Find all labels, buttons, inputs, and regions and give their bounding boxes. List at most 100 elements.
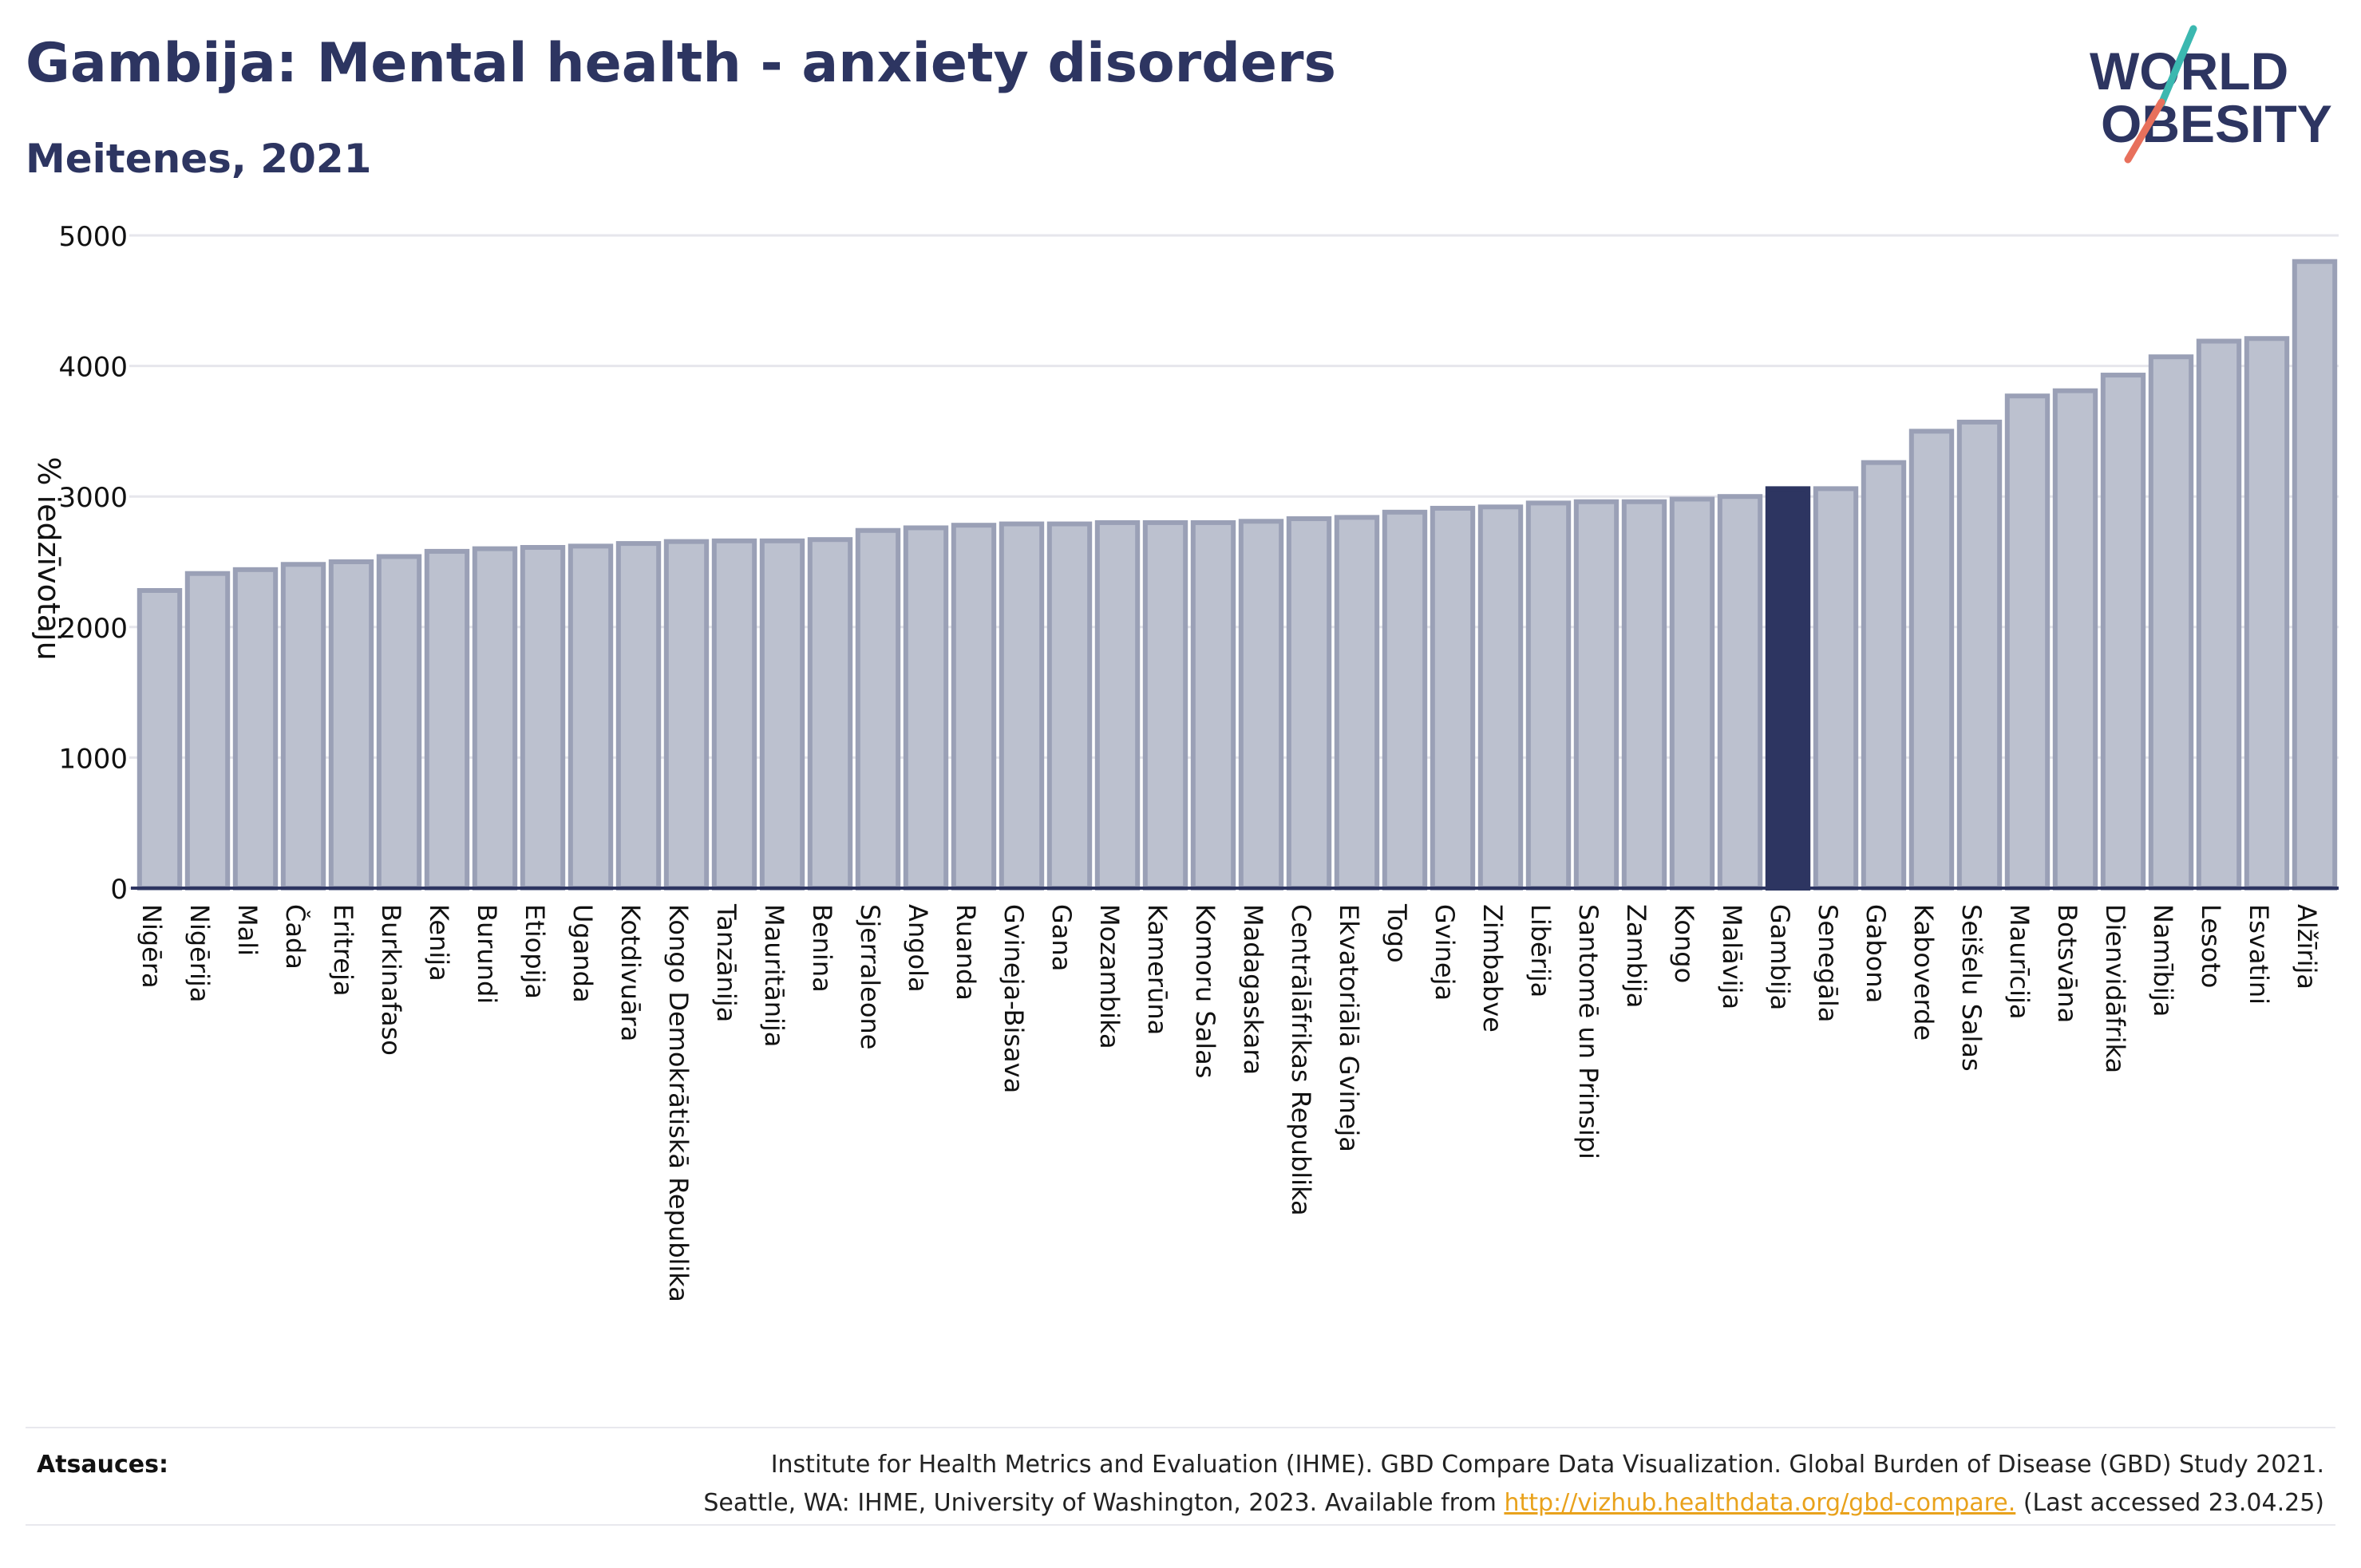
y-tick-label: 4000 <box>58 352 128 384</box>
x-tick-label: Seišelu Salas <box>1956 904 1987 1072</box>
source-line-1: Institute for Health Metrics and Evaluat… <box>770 1451 2324 1479</box>
bar-Čada <box>280 562 326 891</box>
x-tick-label: Zimbabve <box>1477 904 1508 1033</box>
x-tick-label: Mozambika <box>1094 904 1125 1049</box>
x-tick-label: Gambija <box>1765 904 1795 1010</box>
x-tick-label: Burundi <box>472 904 502 1004</box>
bar-Gvineja-Bisava <box>999 521 1045 891</box>
x-tick-label: Nigēra <box>136 904 167 989</box>
bar-Libērija <box>1525 500 1572 891</box>
x-tick-label: Kotdivuāra <box>615 904 646 1041</box>
x-tick-label: Alžīrija <box>2292 904 2322 989</box>
source-line-2-post: (Last accessed 23.04.25) <box>2015 1489 2324 1517</box>
footer-divider-bottom <box>26 1524 2335 1526</box>
bar-Tanzānija <box>711 538 757 891</box>
x-tick-label: Centrālāfrikas Republika <box>1286 904 1316 1216</box>
chart-title: Gambija: Mental health - anxiety disorde… <box>26 32 1336 95</box>
logo-text-world: WORLD <box>2090 41 2288 101</box>
x-tick-label: Mali <box>232 904 263 956</box>
bar-Madagaskara <box>1238 519 1284 891</box>
bar-Nigērija <box>184 571 231 891</box>
bar-Angola <box>903 525 949 891</box>
x-tick-label: Angola <box>903 904 933 993</box>
bar-Gana <box>1046 521 1093 891</box>
bar-Centrālāfrikas Republika <box>1286 516 1332 891</box>
x-tick-label: Ekvatoriālā Gvineja <box>1334 904 1364 1152</box>
x-tick-label: Dienvidāfrika <box>2100 904 2130 1073</box>
x-tick-label: Čada <box>280 904 311 970</box>
bar-Seišelu Salas <box>1956 419 2003 891</box>
x-tick-label: Eritreja <box>328 904 358 996</box>
bar-Burkinafaso <box>376 554 422 891</box>
x-tick-label: Nigērija <box>184 904 215 1002</box>
bar-Ekvatoriālā Gvineja <box>1334 515 1380 891</box>
bar-Etiopija <box>520 545 566 891</box>
bar-Kaboverde <box>1908 429 1955 891</box>
logo-slash-coral <box>2124 98 2165 164</box>
y-tick-label: 0 <box>110 874 128 906</box>
x-tick-label: Libērija <box>1525 904 1556 997</box>
x-tick-label: Santomē un Prinsipi <box>1573 904 1604 1159</box>
x-tick-label: Esvatini <box>2244 904 2274 1005</box>
bar-Alžīrija <box>2292 259 2338 891</box>
bar-Malāvija <box>1717 494 1763 891</box>
y-tick-labels: 0 1000 2000 3000 4000 5000 <box>58 221 128 906</box>
bar-Mali <box>232 567 279 891</box>
bar-Burundi <box>472 546 518 891</box>
x-tick-label: Kenija <box>424 904 454 981</box>
footer-divider-top <box>26 1427 2335 1428</box>
bar-Esvatini <box>2244 336 2290 891</box>
x-tick-label: Burkinafaso <box>376 904 406 1056</box>
x-tick-label: Kongo <box>1669 904 1699 983</box>
bar-Maurīcija <box>2004 393 2051 891</box>
bar-chart: 0 1000 2000 3000 4000 5000 Nigēra Nigērija Mali… <box>31 221 2339 1302</box>
chart-subtitle: Meitenes, 2021 <box>26 136 372 182</box>
x-tick-label: Ruanda <box>951 904 981 1001</box>
bar-Komoru Salas <box>1190 519 1236 891</box>
x-tick-label: Lesoto <box>2196 904 2226 988</box>
bar-Dienvidāfrika <box>2100 373 2146 891</box>
x-tick-label: Komoru Salas <box>1190 904 1220 1078</box>
bar-Zimbabve <box>1477 504 1524 891</box>
source-link[interactable]: http://vizhub.healthdata.org/gbd-compare… <box>1504 1489 2016 1517</box>
x-tick-label: Senegāla <box>1813 904 1843 1022</box>
x-tick-label: Gana <box>1046 904 1077 971</box>
y-tick-label: 5000 <box>58 221 128 253</box>
x-tick-labels: Nigēra Nigērija Mali Čada Eritreja Burkinafas… <box>136 903 2322 1302</box>
bar-Sjerraleone <box>855 527 901 891</box>
bar-Zambija <box>1621 499 1667 891</box>
bar-Benina <box>807 537 853 891</box>
bar-Senegāla <box>1813 486 1859 891</box>
x-tick-label: Uganda <box>568 904 598 1003</box>
source-line-2: Seattle, WA: IHME, University of Washing… <box>488 1484 2324 1523</box>
x-tick-label: Kongo Demokrātiskā Republika <box>663 904 694 1302</box>
x-tick-label: Botsvāna <box>2052 904 2082 1023</box>
bar-Gabona <box>1861 460 1907 891</box>
y-axis-label: % iedzīvotāju <box>31 456 66 660</box>
world-obesity-logo: WORLD OBESITY <box>2090 25 2332 164</box>
bar-Mozambika <box>1094 519 1141 891</box>
x-tick-label: Sjerraleone <box>855 904 885 1049</box>
bar-Kongo Demokrātiskā Republika <box>663 539 710 891</box>
x-tick-label: Gabona <box>1861 904 1891 1003</box>
bar-Gambija <box>1765 486 1811 891</box>
bar-Togo <box>1382 509 1428 891</box>
sources-text: Institute for Health Metrics and Evaluat… <box>488 1446 2324 1523</box>
bar-Namībija <box>2148 354 2194 891</box>
x-tick-label: Maurīcija <box>2004 904 2035 1020</box>
x-tick-label: Etiopija <box>520 904 550 999</box>
y-tick-label: 1000 <box>58 743 128 775</box>
x-tick-label: Benina <box>807 904 837 993</box>
bar-Kamerūna <box>1142 519 1188 891</box>
bar-Mauritānija <box>759 538 805 891</box>
bar-Ruanda <box>951 523 997 891</box>
source-line-2-pre: Seattle, WA: IHME, University of Washing… <box>703 1489 1505 1517</box>
x-tick-label: Madagaskara <box>1238 904 1268 1075</box>
x-tick-label: Namībija <box>2148 904 2178 1017</box>
x-tick-label: Malāvija <box>1717 904 1747 1009</box>
sources-label: Atsauces: <box>37 1451 168 1479</box>
y-tick-label: 3000 <box>58 482 128 514</box>
bar-Lesoto <box>2196 338 2242 891</box>
bar-Nigēra <box>136 587 183 891</box>
bar-Eritreja <box>328 559 374 891</box>
